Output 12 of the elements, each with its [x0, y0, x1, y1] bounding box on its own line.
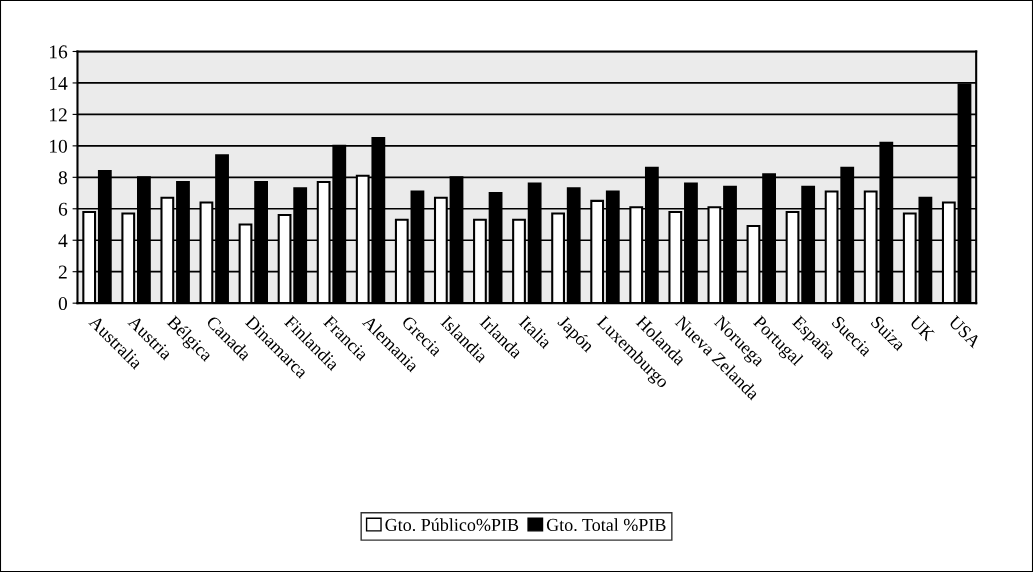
- y-tick-label: 12: [50, 108, 67, 122]
- x-tick-label: UK: [908, 315, 936, 342]
- y-tick-label: 4: [58, 234, 68, 247]
- legend-label: Gto. Total %PIB: [546, 518, 666, 532]
- y-tick-label: 14: [50, 76, 68, 90]
- y-tick-label: 8: [58, 171, 68, 185]
- y-tick-label: 10: [50, 139, 68, 153]
- y-tick-label: 2: [58, 265, 67, 279]
- legend-label: Gto. Público%PIB: [385, 518, 519, 532]
- y-tick-label: 6: [58, 202, 68, 216]
- y-tick-label: 16: [50, 45, 68, 59]
- y-tick-label: 0: [58, 296, 68, 311]
